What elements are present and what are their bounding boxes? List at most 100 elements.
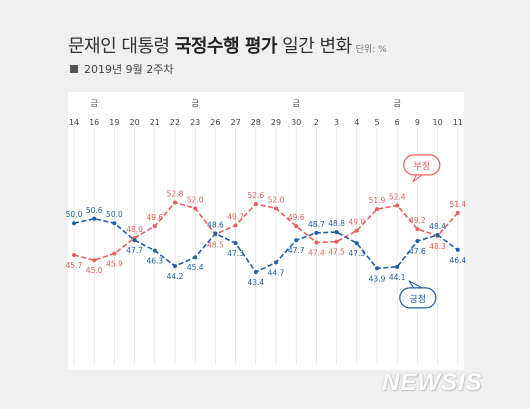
data-label: 43.4 [247, 278, 264, 287]
series-line-긍정 [73, 217, 459, 274]
data-point [435, 233, 440, 238]
data-point [375, 207, 379, 212]
x-tick-label: 27 [231, 118, 241, 127]
data-point [375, 266, 379, 271]
x-tick-label: 11 [453, 118, 463, 127]
data-label: 45.7 [66, 261, 83, 270]
data-label: 44.7 [268, 268, 285, 277]
newsis-watermark: NEWSIS [382, 369, 483, 396]
data-label: 45.0 [86, 266, 103, 275]
plot-area [68, 92, 464, 370]
x-tick-label: 21 [150, 118, 160, 127]
friday-marker: 금 [91, 99, 98, 108]
data-label: 46.3 [146, 257, 163, 266]
data-label: 48.3 [429, 242, 446, 251]
x-tick-label: 23 [190, 118, 200, 127]
data-label: 49.6 [288, 213, 305, 222]
data-point [415, 227, 420, 232]
data-label: 45.4 [187, 263, 204, 272]
data-point [72, 221, 76, 226]
data-label: 48.6 [207, 221, 224, 230]
data-point [112, 251, 117, 256]
x-tick-label: 2 [314, 118, 319, 127]
data-label: 48.0 [126, 225, 143, 234]
friday-marker: 금 [192, 99, 199, 108]
data-label: 49.2 [409, 216, 426, 225]
data-label: 50.0 [106, 210, 123, 219]
square-bullet-icon [70, 65, 78, 73]
series-line-부정 [73, 201, 459, 262]
data-point [112, 221, 117, 226]
data-point [233, 241, 238, 246]
data-label: 48.7 [308, 220, 325, 229]
data-label: 47.4 [308, 248, 325, 257]
data-point [314, 240, 319, 245]
data-label: 44.2 [167, 272, 184, 281]
x-tick-label: 10 [433, 118, 443, 127]
chart-subtitle: 2019년 9월 2주차 [70, 61, 173, 77]
data-point [92, 258, 97, 263]
data-label: 49.0 [348, 218, 365, 227]
data-label: 49.7 [227, 212, 244, 221]
data-point [92, 216, 97, 221]
data-label: 50.6 [86, 206, 103, 215]
x-tick-label: 22 [170, 118, 180, 127]
x-tick-label: 3 [334, 118, 339, 127]
data-label: 46.4 [449, 256, 466, 265]
x-tick-label: 29 [271, 118, 281, 127]
negative-legend-label: 부정 [414, 161, 431, 172]
title-suffix: 일간 변화 [276, 36, 352, 57]
x-tick-label: 20 [130, 118, 140, 127]
data-label: 44.1 [389, 273, 406, 282]
positive-legend-label: 긍정 [410, 294, 427, 305]
data-label: 47.5 [328, 248, 345, 257]
data-label: 47.3 [227, 249, 244, 258]
data-label: 48.4 [429, 222, 446, 231]
data-point [253, 270, 258, 275]
negative-bubble [403, 154, 441, 176]
data-point [395, 203, 400, 208]
x-tick-label: 9 [415, 118, 420, 127]
data-point [354, 241, 359, 246]
x-tick-label: 4 [354, 118, 359, 127]
x-tick-label: 19 [109, 118, 119, 127]
data-point [173, 200, 177, 205]
chart-title: 문재인 대통령 국정수행 평가 일간 변화 단위: % [68, 32, 387, 58]
data-point [253, 201, 258, 206]
positive-bubble [399, 287, 437, 309]
data-label: 52.8 [167, 189, 184, 198]
data-point [152, 248, 157, 253]
data-point [395, 264, 400, 269]
data-point [455, 247, 460, 252]
title-prefix: 문재인 대통령 [68, 36, 175, 57]
data-point [173, 264, 177, 269]
data-point [132, 238, 137, 243]
data-label: 47.3 [348, 249, 365, 258]
x-tick-label: 5 [374, 118, 379, 127]
x-tick-label: 14 [69, 118, 79, 127]
unit-label: 단위: % [355, 45, 387, 55]
data-point [193, 206, 198, 211]
data-point [354, 228, 359, 233]
x-tick-label: 30 [291, 118, 301, 127]
data-label: 47.6 [409, 247, 426, 256]
data-label: 47.7 [288, 246, 305, 255]
data-label: 48.5 [207, 240, 224, 249]
data-label: 45.9 [106, 260, 123, 269]
data-point [72, 253, 76, 258]
data-label: 51.4 [449, 200, 466, 209]
data-point [274, 260, 278, 265]
data-label: 43.9 [369, 274, 386, 283]
subtitle-text: 2019년 9월 2주차 [84, 63, 174, 76]
data-label: 49.6 [146, 213, 163, 222]
data-label: 52.4 [389, 192, 406, 201]
data-point [233, 223, 238, 228]
x-tick-label: 28 [251, 118, 261, 127]
data-label: 50.0 [66, 210, 83, 219]
data-label: 52.6 [247, 191, 264, 200]
data-point [294, 238, 299, 243]
data-point [213, 231, 218, 236]
x-tick-label: 16 [89, 118, 99, 127]
data-point [415, 238, 420, 243]
